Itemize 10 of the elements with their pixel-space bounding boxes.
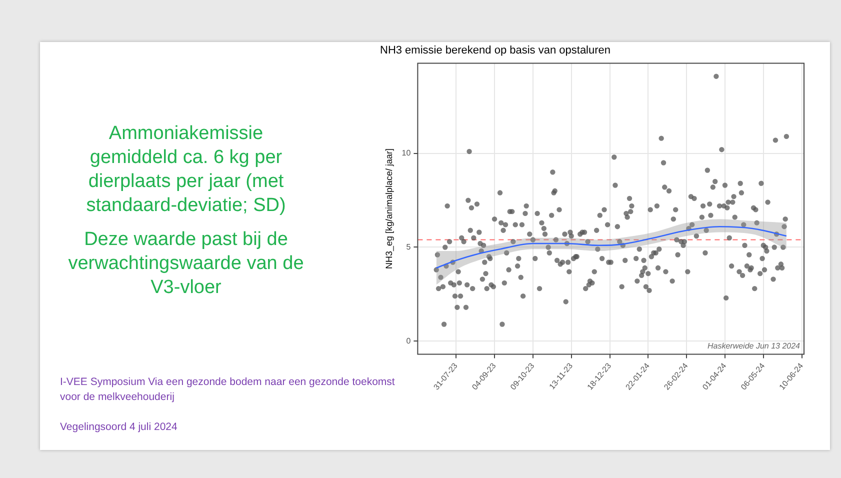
text: Vegelingsoord 4 juli 2024 [60,420,178,435]
annotation: Haskerweide Jun 13 2024 [707,341,801,350]
text: Deze waarde past bij de verwachtingswaarde van de V3-vloer [67,228,305,300]
text: I-VEE Symposium Via een gezonde bodem naar een gezonde toekomst voor de melkveehouderij [60,375,396,405]
chart-title: NH3 emissie berekend op basis van opstaluren [380,44,611,57]
y-axis-title: NH3_eg [kg/animalplace/ jaar] [384,148,394,270]
text: Ammoniakemissie gemiddeld ca. 6 kg per dierplaats per jaar (met standaard-deviatie; SD) [85,122,287,218]
y-tick-label: 5 [406,242,412,252]
y-tick-label: 0 [406,336,412,346]
y-tick-label: 10 [402,148,412,158]
